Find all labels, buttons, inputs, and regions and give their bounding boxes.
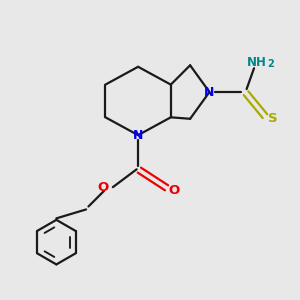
Text: N: N <box>133 129 143 142</box>
Text: S: S <box>268 112 277 125</box>
Text: NH: NH <box>247 56 267 69</box>
Text: N: N <box>204 85 214 98</box>
Text: O: O <box>98 181 109 194</box>
Text: O: O <box>169 184 180 196</box>
Text: 2: 2 <box>268 59 274 69</box>
